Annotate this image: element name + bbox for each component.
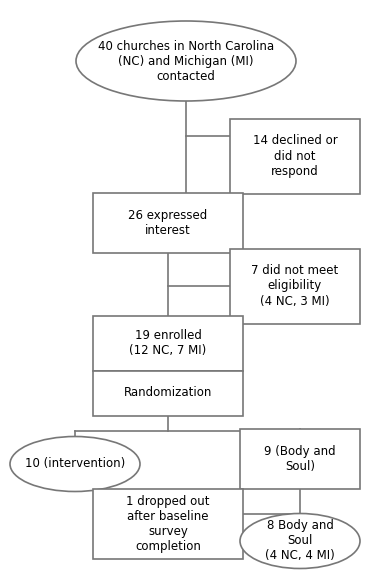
Text: 40 churches in North Carolina
(NC) and Michigan (MI)
contacted: 40 churches in North Carolina (NC) and M…: [98, 39, 274, 82]
Text: Randomization: Randomization: [124, 387, 212, 400]
Text: 14 declined or
did not
respond: 14 declined or did not respond: [253, 135, 337, 178]
Text: 26 expressed
interest: 26 expressed interest: [128, 209, 208, 237]
Text: 1 dropped out
after baseline
survey
completion: 1 dropped out after baseline survey comp…: [126, 495, 210, 553]
FancyBboxPatch shape: [93, 371, 243, 416]
FancyBboxPatch shape: [230, 248, 360, 324]
FancyBboxPatch shape: [93, 489, 243, 559]
FancyBboxPatch shape: [93, 193, 243, 253]
Ellipse shape: [76, 21, 296, 101]
Text: 10 (intervention): 10 (intervention): [25, 457, 125, 471]
Text: 19 enrolled
(12 NC, 7 MI): 19 enrolled (12 NC, 7 MI): [129, 329, 207, 357]
FancyBboxPatch shape: [240, 429, 360, 489]
FancyBboxPatch shape: [93, 316, 243, 371]
Ellipse shape: [240, 513, 360, 569]
Text: 7 did not meet
eligibility
(4 NC, 3 MI): 7 did not meet eligibility (4 NC, 3 MI): [251, 264, 339, 308]
Ellipse shape: [10, 436, 140, 492]
Text: 9 (Body and
Soul): 9 (Body and Soul): [264, 445, 336, 473]
Text: 8 Body and
Soul
(4 NC, 4 MI): 8 Body and Soul (4 NC, 4 MI): [265, 520, 335, 562]
FancyBboxPatch shape: [230, 119, 360, 194]
